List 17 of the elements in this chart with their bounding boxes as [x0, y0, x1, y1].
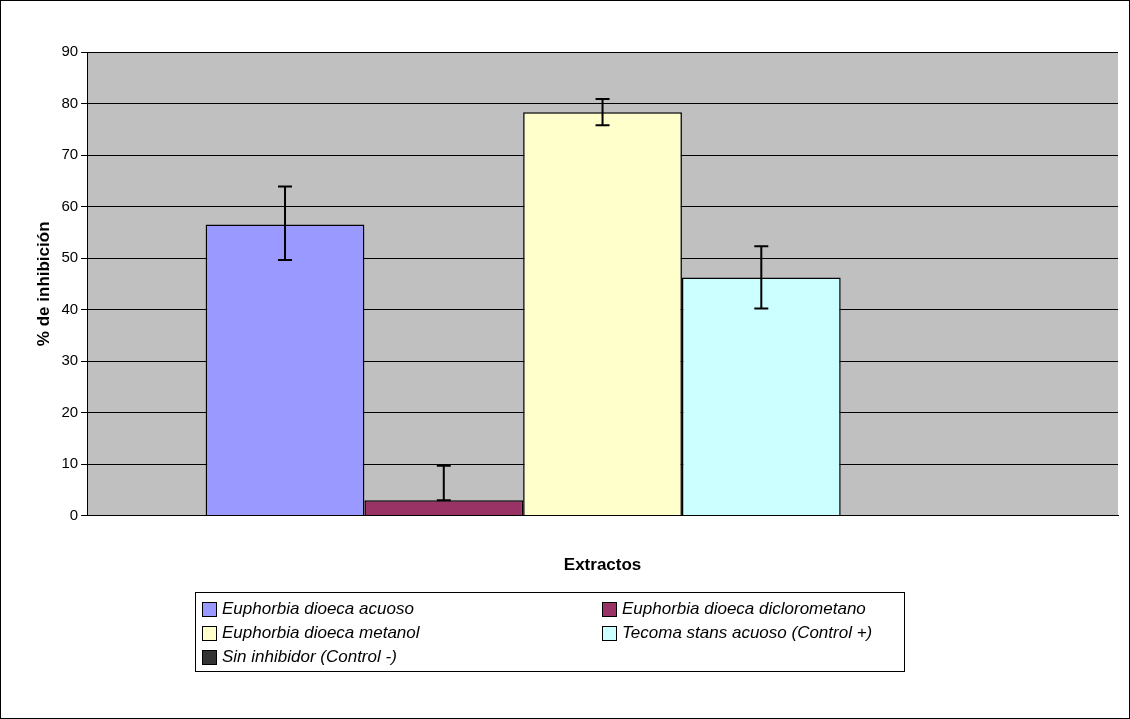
y-tick-label: 40	[61, 299, 79, 317]
legend-label: Euphorbia dioeca diclorometano	[622, 599, 866, 619]
y-tick-label: 50	[61, 248, 79, 266]
legend-label: Tecoma stans acuoso (Control +)	[622, 623, 873, 643]
y-axis-title: % de inhibición	[33, 221, 53, 347]
y-tick-label: 70	[61, 145, 79, 163]
y-tick-label: 0	[69, 505, 79, 523]
legend-label: Euphorbia dioeca acuoso	[222, 599, 414, 619]
legend-label: Euphorbia dioeca metanol	[222, 623, 420, 643]
y-tick-label: 10	[61, 454, 79, 472]
y-tick-label: 30	[61, 351, 79, 369]
y-tick-label: 60	[61, 196, 79, 214]
y-tick-label: 80	[61, 93, 79, 111]
y-tick-label: 90	[61, 42, 79, 60]
legend-label: Sin inhibidor (Control -)	[222, 647, 397, 667]
y-tick-label: 20	[61, 402, 79, 420]
x-axis-title: Extractos	[563, 555, 642, 575]
